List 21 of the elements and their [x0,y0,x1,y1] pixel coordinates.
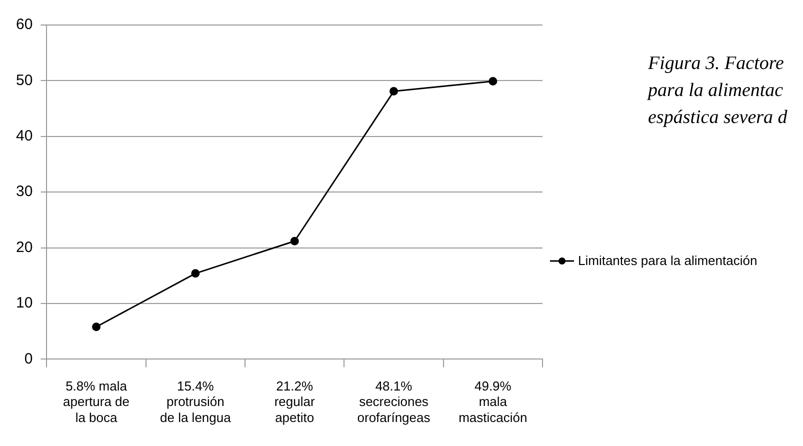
y-tick-label: 40 [16,128,33,145]
y-tick-label: 20 [16,238,33,256]
y-tick-label: 30 [16,183,33,200]
y-tick-label: 0 [24,350,33,368]
x-tick-label: 21.2% regular apetito [274,378,316,425]
legend-label: Limitantes para la alimentación [578,253,758,268]
point [390,87,398,96]
point [488,77,498,86]
text: Figura 3. Factore [648,52,785,76]
text: para la alimentac [648,79,784,103]
y-tick-label: 10 [16,294,33,312]
x-tick-label: 48.1% secreciones orofaríngeas [357,378,431,425]
y-tick-label: 50 [16,72,33,89]
x-tick-label: 49.9% mala masticación [458,378,528,425]
text: espástica severa d [648,106,788,130]
point [191,269,200,278]
x-tick-label: 15.4% protrusión de la lengua [160,378,232,425]
point [92,322,101,332]
y-tick-label: 60 [16,16,33,34]
x-tick-label: 5.8% mala apertura de la boca [63,378,130,425]
point [290,236,299,246]
